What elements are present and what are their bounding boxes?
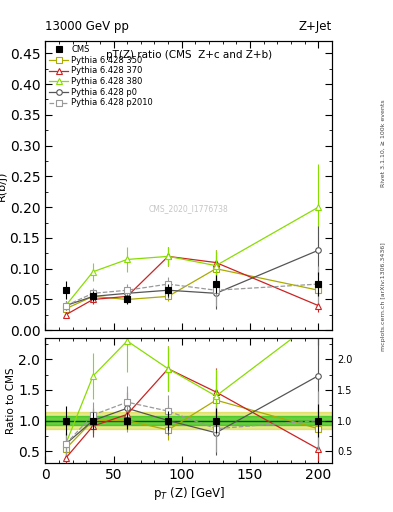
Bar	[45, 416, 332, 425]
Text: mcplots.cern.ch [arXiv:1306.3436]: mcplots.cern.ch [arXiv:1306.3436]	[381, 243, 386, 351]
Text: 13000 GeV pp: 13000 GeV pp	[45, 20, 129, 33]
Y-axis label: R(b/j): R(b/j)	[0, 170, 7, 201]
Text: CMS_2020_I1776738: CMS_2020_I1776738	[149, 204, 228, 213]
Text: Z+Jet: Z+Jet	[299, 20, 332, 33]
X-axis label: p$_T$ (Z) [GeV]: p$_T$ (Z) [GeV]	[152, 485, 225, 502]
Legend: CMS, Pythia 6.428 350, Pythia 6.428 370, Pythia 6.428 380, Pythia 6.428 p0, Pyth: CMS, Pythia 6.428 350, Pythia 6.428 370,…	[48, 44, 154, 109]
Bar	[45, 412, 332, 429]
Y-axis label: Ratio to CMS: Ratio to CMS	[6, 367, 16, 434]
Text: pT(Z) ratio (CMS  Z+c and Z+b): pT(Z) ratio (CMS Z+c and Z+b)	[106, 50, 272, 59]
Text: Rivet 3.1.10, ≥ 100k events: Rivet 3.1.10, ≥ 100k events	[381, 99, 386, 187]
